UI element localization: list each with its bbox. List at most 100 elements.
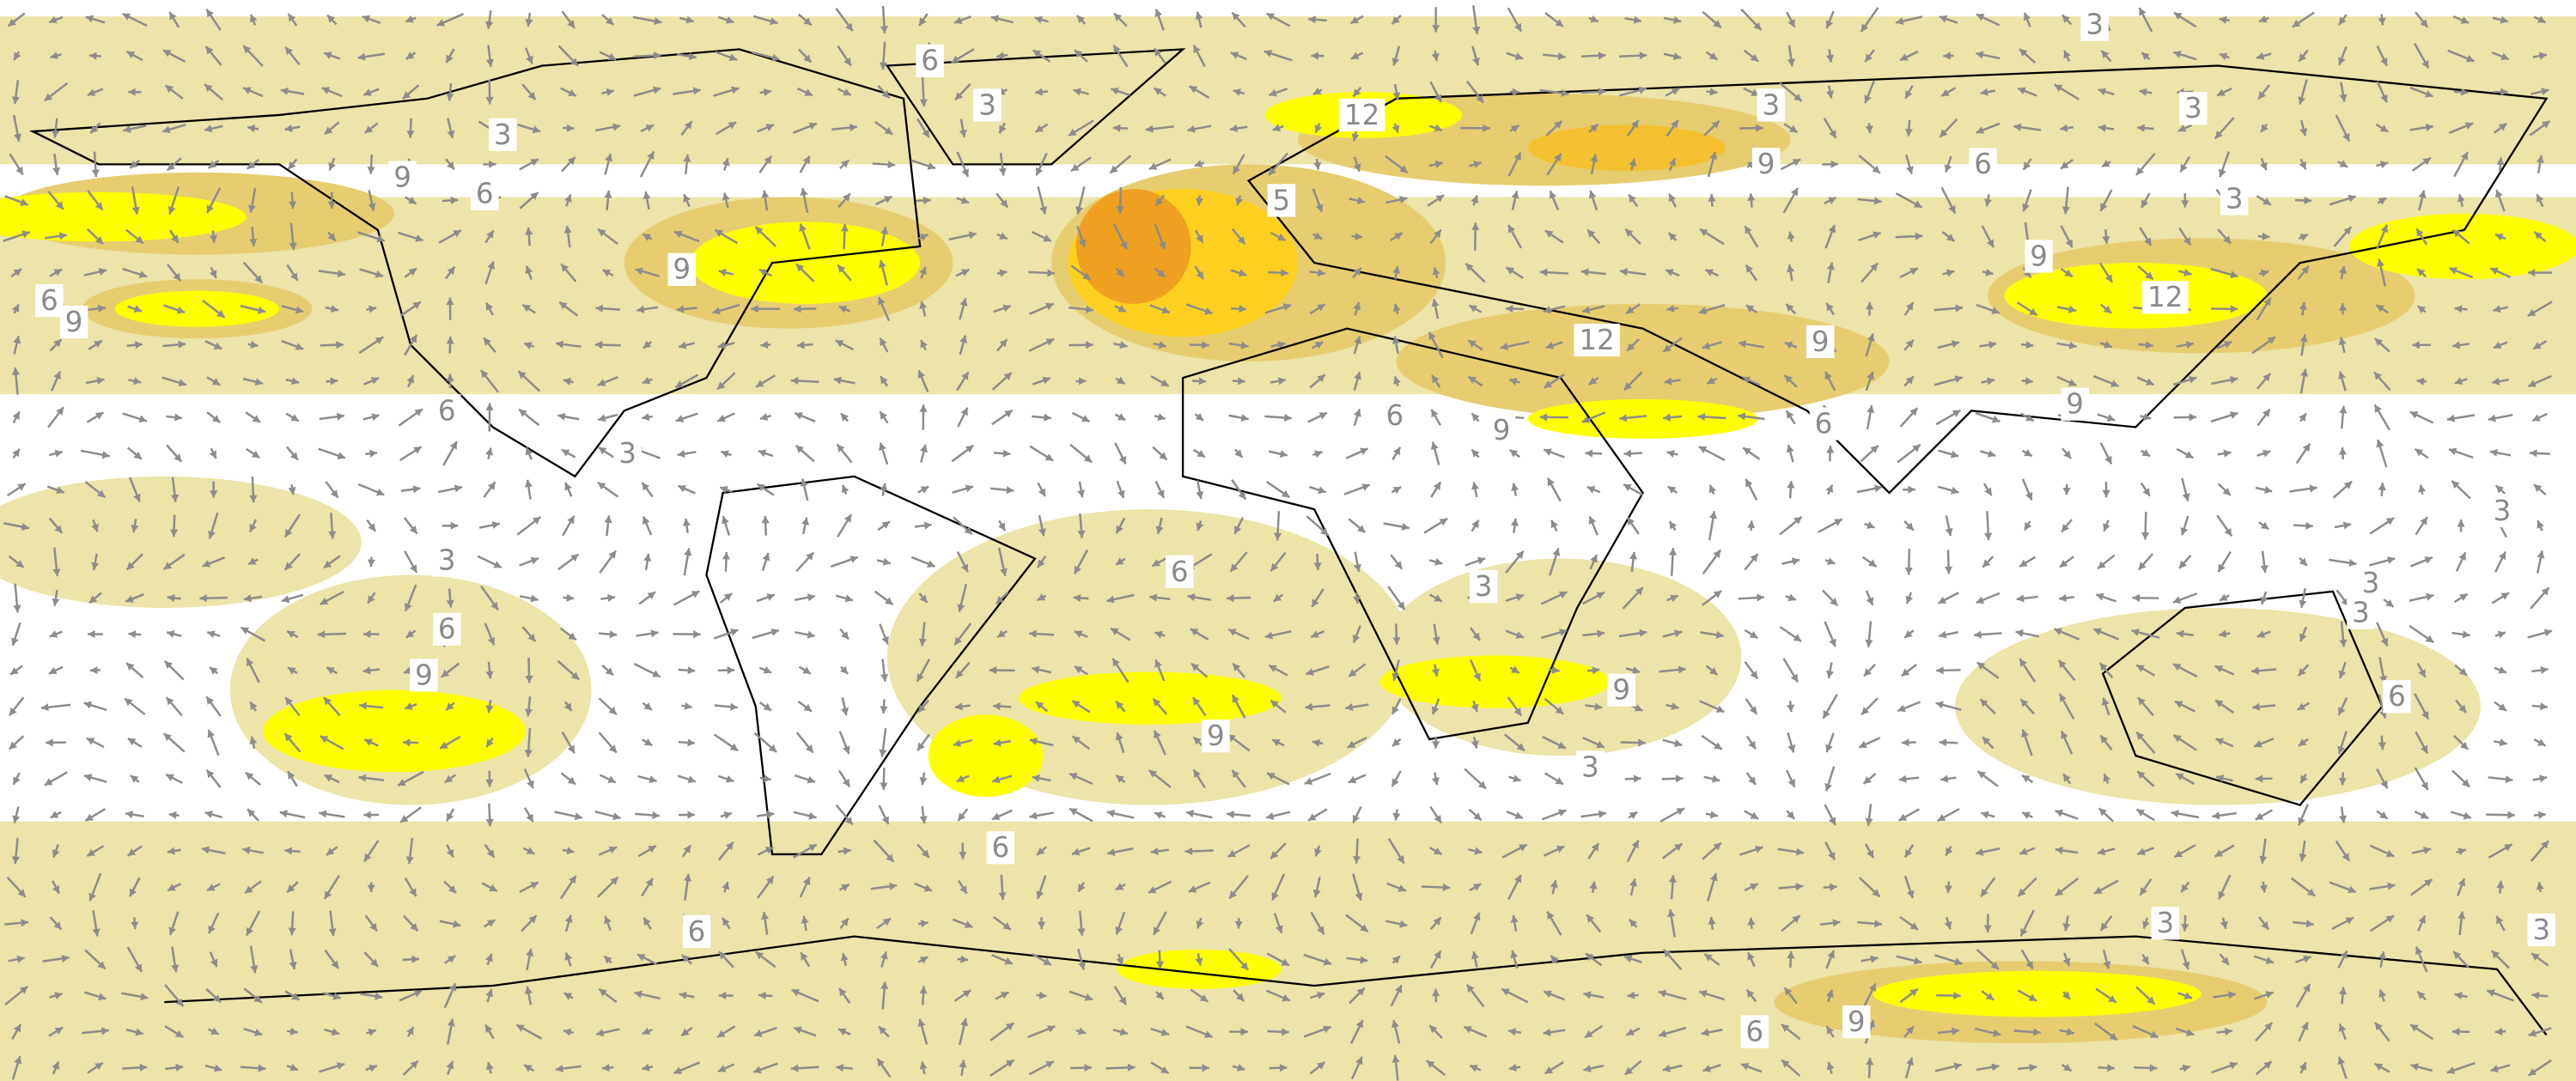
wind-arrow-head xyxy=(53,339,62,348)
wind-arrow-head xyxy=(206,9,214,18)
wind-arrow-head xyxy=(2375,1022,2383,1031)
wind-arrow-head xyxy=(524,1065,533,1072)
wind-arrow-head xyxy=(56,407,64,416)
wind-arrow-head xyxy=(450,196,459,204)
wind-arrow-head xyxy=(566,593,575,602)
wind-arrow-head xyxy=(133,493,141,502)
wind-arrow-head xyxy=(844,594,853,603)
wind-arrow-head xyxy=(1867,371,1874,380)
wind-arrow-head xyxy=(2220,593,2228,601)
wind-arrow-head xyxy=(210,490,218,498)
wind-arrow-head xyxy=(1431,52,1440,61)
contour-label-box xyxy=(1576,750,1605,784)
wind-arrow-head xyxy=(920,486,929,494)
wind-arrow-head xyxy=(2023,161,2031,170)
wind-arrow-head xyxy=(1547,911,1555,920)
wind-arrow-head xyxy=(840,953,849,962)
contour-label-box xyxy=(2025,240,2053,273)
wind-arrow-head xyxy=(245,885,253,894)
wind-arrow-head xyxy=(884,597,893,605)
wind-arrow-head xyxy=(1077,489,1086,498)
wind-arrow-head xyxy=(2338,337,2347,346)
wind-arrow-head xyxy=(1116,957,1124,965)
wind-arrow-head xyxy=(2182,493,2190,501)
wind-arrow-head xyxy=(1672,52,1682,60)
wind-arrow-head xyxy=(446,93,454,101)
wind-arrow-head xyxy=(635,267,643,276)
wind-arrow-head xyxy=(1352,635,1361,643)
wind-arrow-head xyxy=(2180,527,2189,536)
wind-arrow-head xyxy=(653,86,661,94)
wind-arrow-head xyxy=(1306,668,1314,676)
wind-arrow-head xyxy=(841,708,850,716)
wind-arrow-head xyxy=(1832,919,1841,927)
wind-arrow-head xyxy=(1196,490,1204,500)
wind-arrow-head xyxy=(2454,377,2463,386)
wind-arrow-head xyxy=(645,878,653,887)
wind-arrow-head xyxy=(1590,154,1599,162)
wind-arrow-head xyxy=(1940,774,1949,783)
wind-arrow-head xyxy=(2460,16,2469,24)
wind-arrow-head xyxy=(1626,1028,1635,1035)
wind-arrow-head xyxy=(522,304,531,313)
wind-arrow-head xyxy=(1673,629,1683,638)
wind-arrow-head xyxy=(878,259,886,269)
wind-arrow-head xyxy=(1084,993,1093,1001)
wind-arrow-head xyxy=(2424,879,2433,887)
wind-arrow-head xyxy=(15,166,23,175)
wind-arrow-head xyxy=(960,955,968,963)
contour-label-box xyxy=(973,88,1002,122)
wind-arrow-head xyxy=(1790,187,1798,197)
wind-arrow-head xyxy=(563,377,572,386)
wind-arrow-head xyxy=(597,482,606,490)
wind-arrow-head xyxy=(405,702,413,710)
wind-arrow-head xyxy=(2490,1065,2500,1073)
wind-arrow-head xyxy=(1355,232,1363,240)
wind-arrow-head xyxy=(2025,961,2033,969)
wind-arrow-head xyxy=(167,162,175,171)
wind-arrow-head xyxy=(2418,484,2427,493)
wind-arrow-head xyxy=(332,992,341,1000)
wind-arrow-head xyxy=(453,230,461,238)
wind-arrow-head xyxy=(2142,920,2150,929)
contour-label: 3 xyxy=(2532,914,2550,946)
wind-arrow-head xyxy=(840,918,849,926)
wind-arrow-head xyxy=(881,816,889,825)
wind-arrow-head xyxy=(2029,307,2037,316)
wind-arrow-head xyxy=(2338,371,2346,380)
wind-arrow-head xyxy=(2175,701,2183,708)
wind-arrow-head xyxy=(1116,557,1124,565)
wind-arrow-head xyxy=(1353,88,1361,97)
wind-arrow-head xyxy=(642,340,652,349)
wind-arrow-head xyxy=(2029,1063,2037,1072)
wind-arrow-head xyxy=(606,16,614,25)
wind-arrow-head xyxy=(717,1029,726,1037)
wind-arrow-head xyxy=(485,705,494,714)
wind-arrow-head xyxy=(485,818,494,827)
wind-arrow-head xyxy=(410,922,418,932)
wind-arrow-head xyxy=(795,445,804,453)
wind-arrow-head xyxy=(1004,410,1013,418)
wind-arrow-head xyxy=(1154,630,1163,639)
wind-arrow-head xyxy=(167,847,175,855)
contour-blob xyxy=(2349,213,2576,280)
wind-arrow-head xyxy=(1084,1064,1092,1072)
wind-arrow-head xyxy=(2416,377,2425,386)
wind-arrow-head xyxy=(519,409,527,417)
wind-arrow-head xyxy=(87,848,95,857)
wind-arrow-head xyxy=(1748,740,1756,750)
wind-arrow-head xyxy=(2457,194,2465,203)
wind-arrow-head xyxy=(2173,12,2183,21)
wind-arrow-head xyxy=(1193,45,1201,54)
wind-arrow-head xyxy=(1866,1057,1874,1066)
wind-arrow-head xyxy=(52,885,60,894)
wind-arrow-head xyxy=(2507,811,2515,819)
wind-arrow-head xyxy=(1516,743,1526,751)
wind-arrow-head xyxy=(1873,231,1881,240)
wind-arrow-head xyxy=(525,18,533,27)
wind-arrow-head xyxy=(1032,774,1040,782)
wind-arrow-head xyxy=(1399,920,1408,928)
wind-arrow-head xyxy=(1433,229,1441,239)
wind-arrow-head xyxy=(1187,124,1196,133)
wind-arrow-head xyxy=(2101,697,2110,706)
